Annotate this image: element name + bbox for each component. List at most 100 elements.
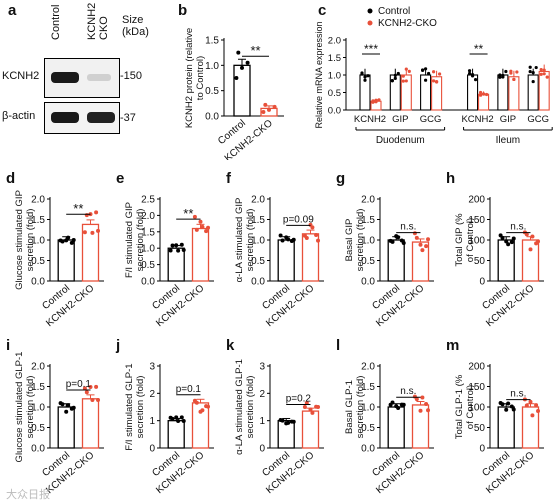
y-tick-label-l: 2.0 [361,362,375,373]
data-point-d-1 [90,230,95,235]
data-point-h-1 [528,247,533,252]
data-point-b-1 [263,102,268,107]
data-point-c [396,71,400,76]
y-axis-label-f-0: α-LA stimulated GIP [234,198,245,283]
data-point-h-0 [506,242,511,247]
y-tick-label-j: 2 [149,389,155,400]
data-point-c [481,92,486,96]
y-tick-label-e: 0.5 [141,260,155,271]
data-point-d-1 [82,230,87,235]
data-point-b-0 [245,60,250,65]
data-point-g-0 [401,240,406,245]
size-marker-37-tick: - [120,112,124,124]
data-point-h-1 [530,234,535,239]
legend-label-0: Control [378,6,410,17]
bar-i-1 [81,398,100,449]
y-axis-label-g-1: secretion (fold) [355,209,366,272]
bar-e-0 [167,247,185,282]
y-tick-label-f: 0.5 [251,256,265,267]
data-point-g-1 [418,242,423,247]
sig-label-j: p=0.1 [176,384,202,395]
sig-label-m: n.s. [510,389,526,400]
y-tick-label-f: 1.5 [251,215,265,226]
y-tick-label-g: 2.0 [361,195,375,206]
y-tick-label-h: 50 [474,256,486,267]
y-tick-label-e: 2.0 [141,211,155,222]
data-point-c [390,79,394,83]
blot-label-kcnh2: KCNH2 [2,70,40,82]
data-point-e-0 [170,243,175,248]
y-tick-label-j: 1 [149,416,155,427]
y-tick-label-k: 2 [259,389,265,400]
data-point-c [478,93,483,97]
data-point-j-0 [181,418,186,423]
data-point-d-0 [66,235,71,240]
data-point-j-0 [170,416,175,421]
data-point-f-1 [316,238,321,243]
sig-label-g: n.s. [400,222,416,233]
data-point-c [531,71,535,75]
sig-label-f: p=0.09 [283,214,314,225]
legend-marker-0 [367,8,373,14]
chart-l: l Basal GLP-1 secretion (fold) 0.0 0.5 1.0 1.5… [336,337,434,496]
size-marker-37-label: 37 [123,112,136,124]
data-point-l-1 [414,397,419,402]
band-actin-cko [87,112,115,123]
data-point-c [542,68,546,72]
y-axis-label-b-1: to Control) [195,56,206,100]
y-tick-label-g: 1.5 [361,215,375,226]
y-tick-label-d: 2.0 [31,195,45,206]
data-point-c [404,79,408,83]
legend-label-1: KCNH2-CKO [378,18,437,29]
y-axis-label-h-0: Total GIP (% [454,213,465,267]
size-marker-37: -37 [120,112,136,124]
data-point-m-0 [509,404,514,409]
y-tick-label-m: 50 [474,423,486,434]
bar-h-0 [497,239,515,282]
data-point-l-1 [426,408,431,413]
bar-l-1 [411,404,430,449]
band-kcnh2-control [51,72,79,83]
data-point-b-0 [236,50,241,55]
data-point-g-1 [426,237,431,242]
chart-k: k α-LA stimulated GLP-1 secretion (fold)0 1… [226,337,324,496]
band-actin-control [51,112,79,123]
panel-letter-k: k [226,337,235,354]
y-tick-label-b: 0.0 [205,112,219,123]
data-point-c [407,69,411,73]
sig-label-l: n.s. [400,386,416,397]
y-tick-label-h: 200 [468,195,485,206]
data-point-c [374,98,378,102]
y-tick-label-d: 1.5 [31,215,45,226]
data-point-m-1 [528,399,533,404]
data-point-b-0 [240,65,244,70]
data-point-e-1 [192,214,197,219]
y-tick-label-i: 0.5 [31,423,45,434]
data-point-l-1 [424,401,429,406]
data-point-j-0 [179,415,184,420]
data-point-e-1 [200,224,205,229]
data-point-i-1 [94,384,99,389]
sig-label-i: p=0.1 [66,379,92,390]
y-tick-label-g: 1.0 [361,236,375,247]
chart-i: i Glucose stimulated GLP-1 secretion (fold… [6,337,104,496]
data-point-e-0 [179,242,184,247]
panel-letter-h: h [446,170,455,187]
data-point-m-1 [534,403,539,408]
data-point-c [421,68,425,72]
data-point-c [401,74,405,78]
data-point-i-1 [90,398,95,403]
y-tick-label-c: 2.0 [328,36,341,47]
y-axis-label-d-0: Glucose stimulated GIP [14,190,25,290]
y-tick-label-l: 1.0 [361,403,375,414]
sig-label-e: ** [183,206,193,221]
bar-e-1 [191,227,210,282]
y-axis-label-m-1: of Control) [465,385,476,429]
y-tick-label-e: 1.0 [141,244,155,255]
data-point-h-1 [524,232,529,237]
data-point-c [528,65,532,69]
data-point-j-1 [200,408,205,413]
y-tick-label-b: 0.5 [205,86,219,97]
data-point-l-1 [418,408,423,413]
